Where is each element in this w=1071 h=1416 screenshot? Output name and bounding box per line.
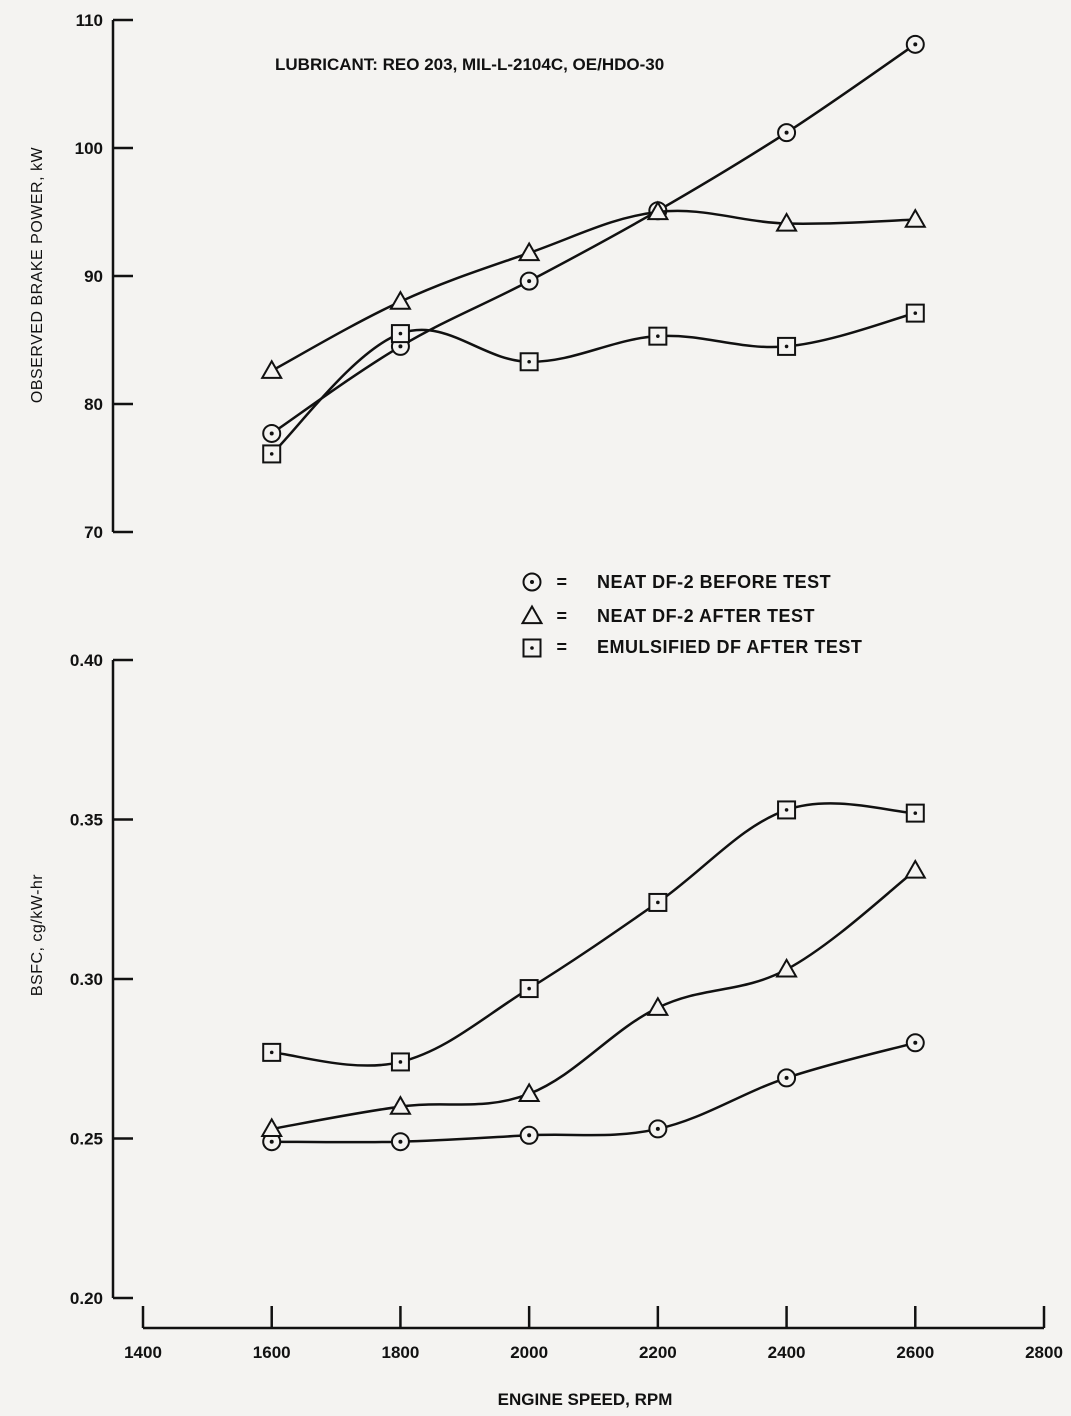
bsfc-point-neat-df-2-after-test-1600 [260, 1117, 283, 1138]
bsfc-series-neat-df-2-after-test [260, 859, 927, 1138]
power-point-emulsified-df-after-test-2400-center [784, 344, 789, 349]
lubricant-annotation: LUBRICANT: REO 203, MIL-L-2104C, OE/HDO-… [275, 55, 664, 74]
brake-power-y-axis-label: OBSERVED BRAKE POWER, kW [29, 147, 46, 404]
power-point-emulsified-df-after-test-2000-center [527, 359, 531, 364]
power-y-tick-label: 110 [76, 11, 103, 30]
legend-equals: = [556, 606, 567, 626]
legend-equals: = [556, 572, 567, 592]
bsfc-series-line-neat-df-2-before-test [271, 1041, 916, 1144]
bsfc-series-line-neat-df-2-after-test [271, 869, 917, 1131]
legend-marker-square-center [530, 646, 534, 650]
power-series-neat-df-2-before-test [262, 34, 925, 443]
legend-marker-circle-center [530, 580, 534, 584]
power-series-neat-df-2-after-test [260, 200, 927, 379]
power-point-neat-df-2-after-test-1800 [389, 290, 412, 310]
bsfc-point-neat-df-2-after-test-1800 [389, 1095, 412, 1115]
bsfc-y-tick-label: 0.20 [70, 1289, 103, 1308]
power-point-neat-df-2-before-test-1800-center [398, 344, 403, 349]
power-series-line-emulsified-df-after-test [270, 311, 916, 455]
power-series-emulsified-df-after-test [262, 303, 925, 464]
bsfc-point-neat-df-2-before-test-1800-center [398, 1139, 403, 1144]
legend-equals: = [556, 637, 567, 657]
x-tick-label: 1800 [382, 1343, 420, 1362]
bsfc-point-neat-df-2-before-test-1600-center [269, 1139, 274, 1144]
legend-label-emulsified: EMULSIFIED DF AFTER TEST [597, 637, 862, 657]
bsfc-y-tick-label: 0.35 [70, 811, 103, 830]
legend-marker-triangle [520, 604, 544, 625]
bsfc-panel: BSFC, cg/kW-hr ENGINE SPEED, RPM 0.20 0.2… [29, 651, 1063, 1409]
bsfc-point-neat-df-2-after-test-2000 [517, 1082, 541, 1102]
bsfc-point-emulsified-df-after-test-2000-center [527, 986, 531, 991]
power-point-emulsified-df-after-test-2600-center [913, 311, 918, 315]
bsfc-y-tick-label: 0.25 [70, 1130, 103, 1149]
engine-speed-x-axis-label: ENGINE SPEED, RPM [498, 1390, 673, 1409]
power-point-neat-df-2-before-test-2600-center [913, 42, 918, 47]
bsfc-point-neat-df-2-after-test-2400 [775, 957, 798, 978]
power-point-emulsified-df-after-test-1800-center [398, 331, 403, 336]
bsfc-series-neat-df-2-before-test [262, 1033, 925, 1152]
bsfc-point-emulsified-df-after-test-2600-center [913, 811, 918, 815]
power-point-neat-df-2-after-test-2600 [904, 208, 927, 228]
x-tick-label: 1600 [253, 1343, 291, 1362]
bsfc-point-emulsified-df-after-test-1600-center [269, 1050, 274, 1055]
x-tick-label: 2800 [1025, 1343, 1063, 1362]
power-point-neat-df-2-before-test-2000-center [527, 279, 532, 284]
x-tick-label: 1400 [124, 1343, 162, 1362]
power-point-emulsified-df-after-test-1600-center [269, 452, 274, 456]
bsfc-y-tick-label: 0.40 [70, 651, 103, 670]
power-series-line-neat-df-2-after-test [271, 209, 916, 372]
bsfc-series-emulsified-df-after-test [262, 800, 925, 1072]
x-tick-label: 2000 [510, 1343, 548, 1362]
power-y-tick-label: 90 [84, 267, 103, 286]
legend: = NEAT DF-2 BEFORE TEST = NEAT DF-2 AFTE… [520, 572, 862, 658]
bsfc-y-tick-label: 0.30 [70, 970, 103, 989]
power-point-neat-df-2-before-test-1600-center [269, 431, 274, 436]
power-series-line-neat-df-2-before-test [271, 43, 916, 435]
x-tick-label: 2400 [768, 1343, 806, 1362]
bsfc-y-axis-label: BSFC, cg/kW-hr [29, 874, 46, 996]
power-point-neat-df-2-after-test-1600 [260, 359, 283, 379]
power-point-emulsified-df-after-test-2200-center [656, 334, 660, 338]
power-point-neat-df-2-after-test-2400 [775, 212, 798, 232]
bsfc-point-neat-df-2-before-test-2600-center [913, 1040, 918, 1045]
legend-label-neat-before: NEAT DF-2 BEFORE TEST [597, 572, 831, 592]
bsfc-point-emulsified-df-after-test-2200-center [656, 900, 660, 905]
brake-power-panel: LUBRICANT: REO 203, MIL-L-2104C, OE/HDO-… [29, 11, 927, 542]
bsfc-point-emulsified-df-after-test-2400-center [784, 808, 789, 812]
power-point-neat-df-2-after-test-2000 [517, 241, 541, 262]
bsfc-series-line-emulsified-df-after-test [271, 802, 916, 1067]
bsfc-point-neat-df-2-before-test-2200-center [655, 1126, 660, 1131]
power-point-neat-df-2-before-test-2400-center [784, 130, 789, 135]
bsfc-point-neat-df-2-after-test-2600 [904, 859, 927, 879]
x-tick-label: 2600 [896, 1343, 934, 1362]
legend-label-neat-after: NEAT DF-2 AFTER TEST [597, 606, 815, 626]
power-y-tick-label: 70 [84, 523, 103, 542]
bsfc-point-neat-df-2-after-test-2200 [646, 996, 670, 1016]
power-y-tick-label: 100 [75, 139, 103, 158]
power-y-tick-label: 80 [84, 395, 103, 414]
x-tick-label: 2200 [639, 1343, 677, 1362]
bsfc-point-emulsified-df-after-test-1800-center [398, 1060, 403, 1064]
bsfc-point-neat-df-2-before-test-2400-center [784, 1075, 789, 1080]
bsfc-point-neat-df-2-before-test-2000-center [527, 1133, 532, 1138]
power-point-neat-df-2-after-test-2200 [646, 200, 670, 221]
